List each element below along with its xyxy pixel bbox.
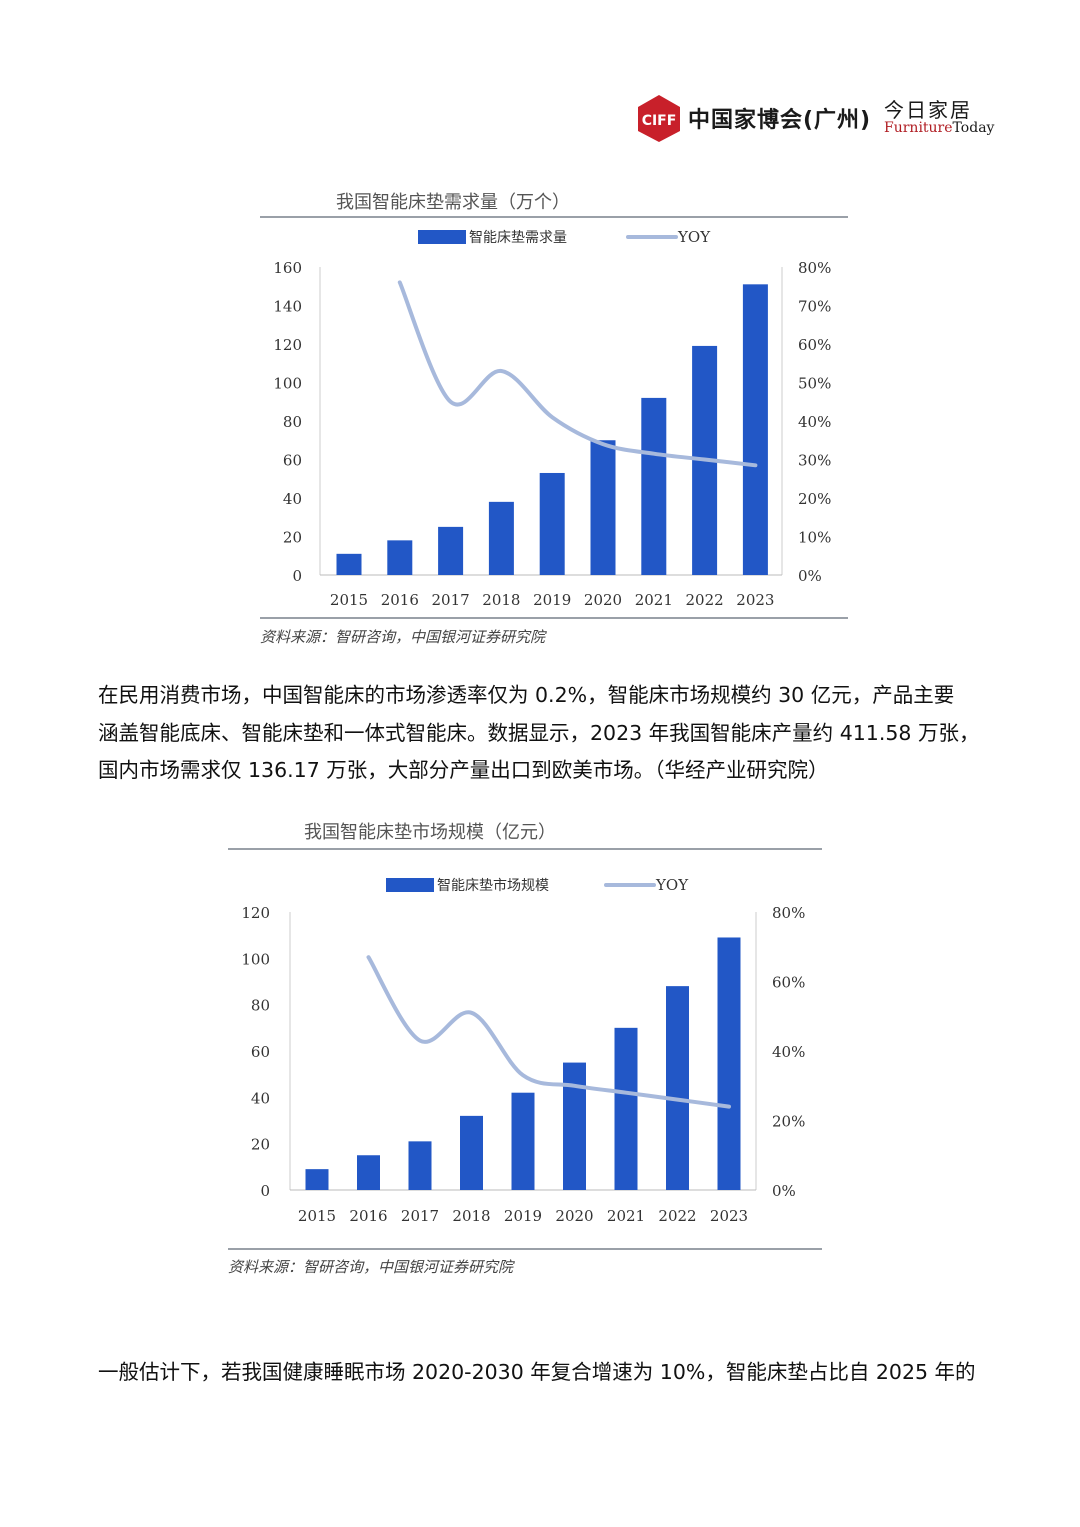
y-right-tick-label: 60%	[798, 336, 831, 354]
para1-line-1: 在民用消费市场，中国智能床的市场渗透率仅为 0.2%，智能床市场规模约 30 亿…	[98, 683, 955, 707]
x-tick-label: 2023	[710, 1207, 748, 1225]
y-left-tick-label: 0	[292, 567, 302, 585]
x-tick-label: 2020	[584, 591, 622, 609]
bar-2016	[357, 1155, 380, 1190]
x-tick-label: 2022	[658, 1207, 696, 1225]
today-logo-en: FurnitureToday	[884, 120, 994, 136]
y-left-tick-label: 60	[251, 1043, 270, 1061]
para1-line-3: 国内市场需求仅 136.17 万张，大部分产量出口到欧美市场。（华经产业研究院）	[98, 758, 829, 782]
bar-2021	[614, 1027, 638, 1190]
chart-source: 资料来源：智研咨询，中国银河证券研究院	[228, 1258, 515, 1276]
bar-2018	[460, 1115, 483, 1190]
legend-bar-label: 智能床垫需求量	[469, 230, 567, 246]
y-right-tick-label: 30%	[798, 452, 831, 470]
y-left-tick-label: 40	[283, 490, 302, 508]
x-tick-label: 2018	[452, 1207, 490, 1225]
yoy-line	[366, 955, 731, 1109]
x-tick-label: 2016	[381, 591, 419, 609]
header: CIFF 中国家博会(广州) 今日家居 FurnitureToday	[636, 92, 996, 148]
y-right-tick-label: 50%	[798, 375, 831, 393]
yoy-line	[397, 280, 758, 468]
bar-2015	[336, 553, 362, 575]
y-right-tick-label: 20%	[772, 1113, 805, 1131]
market-size-chart-svg: 我国智能床垫市场规模（亿元） 智能床垫市场规模 YOY 0 20 40 60 80 100 120…	[228, 822, 822, 1276]
today-logo-cn: 今日家居	[884, 98, 972, 122]
x-tick-label: 2021	[607, 1207, 645, 1225]
today-logo-en-a: Furniture	[884, 120, 953, 136]
y-left-tick-label: 140	[273, 298, 302, 316]
y-left-tick-label: 20	[283, 529, 302, 547]
chart-title: 我国智能床垫市场规模（亿元）	[304, 822, 556, 843]
x-tick-label: 2017	[432, 591, 470, 609]
x-tick-label: 2019	[504, 1207, 542, 1225]
ciff-name: 中国家博会(广州)	[688, 108, 872, 133]
x-tick-label: 2018	[482, 591, 520, 609]
x-tick-label: 2022	[686, 591, 724, 609]
y-left-tick-label: 160	[273, 259, 302, 277]
x-tick-label: 2023	[736, 591, 774, 609]
ciff-logo-icon: CIFF	[638, 95, 680, 142]
y-left-tick-label: 100	[273, 375, 302, 393]
legend-bar-label: 智能床垫市场规模	[437, 877, 549, 894]
bar-2017	[408, 1141, 432, 1190]
y-left-tick-label: 60	[283, 452, 302, 470]
legend-line-label: YOY	[677, 228, 711, 246]
para1-line-2: 涵盖智能底床、智能床垫和一体式智能床。数据显示，2023 年我国智能床产量约 4…	[98, 720, 980, 745]
y-left-tick-label: 80	[283, 413, 302, 431]
ciff-logo-text: CIFF	[642, 113, 677, 129]
bar-2015	[305, 1169, 329, 1190]
bar-2022	[666, 986, 689, 1190]
y-left-tick-label: 120	[241, 904, 270, 922]
bar-2019	[539, 472, 565, 575]
y-right-tick-label: 80%	[772, 904, 805, 922]
x-tick-label: 2021	[635, 591, 673, 609]
bar-2023	[717, 937, 741, 1190]
demand-chart: 我国智能床垫需求量（万个） 智能床垫需求量 YOY 0 20 40 60 80 100 120 14…	[250, 180, 860, 655]
y-right-tick-label: 20%	[798, 490, 831, 508]
x-tick-label: 2015	[330, 591, 368, 609]
y-left-tick-label: 0	[260, 1182, 270, 1200]
y-right-tick-label: 10%	[798, 529, 831, 547]
demand-chart-svg: 我国智能床垫需求量（万个） 智能床垫需求量 YOY 0 20 40 60 80 100 120 14…	[260, 192, 848, 646]
bar-2017	[438, 526, 464, 575]
chart-title: 我国智能床垫需求量（万个）	[336, 192, 570, 213]
y-right-tick-label: 40%	[798, 413, 831, 431]
bar-2023	[742, 284, 768, 575]
y-right-tick-label: 60%	[772, 974, 805, 992]
chart-source: 资料来源：智研咨询，中国银河证券研究院	[260, 628, 547, 646]
legend-bar-swatch	[418, 230, 466, 244]
x-tick-label: 2015	[298, 1207, 336, 1225]
x-tick-label: 2017	[401, 1207, 439, 1225]
y-left-tick-label: 80	[251, 997, 270, 1015]
y-right-tick-label: 70%	[798, 298, 831, 316]
para2-line-1: 一般估计下，若我国健康睡眠市场 2020-2030 年复合增速为 10%，智能床…	[98, 1360, 976, 1384]
y-left-tick-label: 120	[273, 336, 302, 354]
legend-line-label: YOY	[655, 876, 689, 894]
legend-bar-swatch	[386, 878, 434, 892]
paragraph-2: 一般估计下，若我国健康睡眠市场 2020-2030 年复合增速为 10%，智能床…	[98, 1354, 988, 1392]
y-right-tick-label: 40%	[772, 1043, 805, 1061]
y-left-tick-label: 20	[251, 1136, 270, 1154]
y-right-tick-label: 0%	[798, 567, 822, 585]
y-left-tick-label: 100	[241, 950, 270, 968]
x-tick-label: 2019	[533, 591, 571, 609]
x-tick-label: 2020	[555, 1207, 593, 1225]
y-right-tick-label: 80%	[798, 259, 831, 277]
bar-2020	[590, 440, 616, 575]
x-tick-label: 2016	[349, 1207, 387, 1225]
bar-2016	[387, 540, 413, 575]
y-right-tick-label: 0%	[772, 1182, 796, 1200]
bar-2020	[563, 1062, 586, 1190]
bar-2021	[641, 397, 667, 575]
today-logo-en-b: Today	[952, 120, 995, 136]
market-size-chart: 我国智能床垫市场规模（亿元） 智能床垫市场规模 YOY 0 20 40 60 80 100 120…	[218, 812, 833, 1290]
paragraph-1: 在民用消费市场，中国智能床的市场渗透率仅为 0.2%，智能床市场规模约 30 亿…	[98, 677, 988, 790]
y-left-tick-label: 40	[251, 1089, 270, 1107]
bar-2019	[511, 1092, 535, 1190]
bar-2018	[488, 501, 514, 575]
